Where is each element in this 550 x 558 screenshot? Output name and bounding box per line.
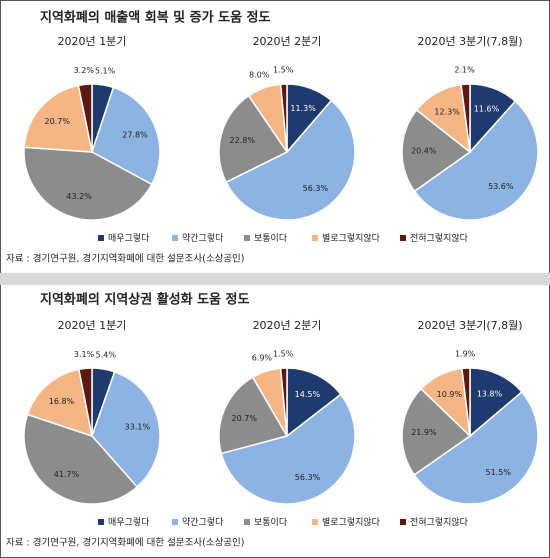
data-label: 5.1% <box>95 67 116 76</box>
pie-slice <box>218 376 289 455</box>
chart-title: 2020년 1분기 <box>58 35 127 48</box>
legend-label: 약간그렇다 <box>182 232 224 244</box>
chart-title: 2020년 2분기 <box>253 35 322 48</box>
pie-slice <box>469 367 523 438</box>
data-label: 22.8% <box>230 136 256 145</box>
pie-slice <box>77 367 93 437</box>
legend-label: 보통이다 <box>254 233 288 244</box>
data-label: 20.4% <box>411 146 437 155</box>
legend-label: 별로그렇지않다 <box>322 233 381 244</box>
pie-slice <box>91 370 161 488</box>
pie-slice <box>23 146 153 221</box>
legend-swatch <box>98 519 104 525</box>
legend-swatch <box>312 235 318 241</box>
pie-slice <box>461 367 471 437</box>
pie-slice <box>225 99 356 221</box>
pie-slice <box>279 367 288 437</box>
chart-title: 2020년 3분기(7,8월) <box>417 319 522 332</box>
legend-label: 전혀그렇지않다 <box>410 233 469 244</box>
panel-title: 지역화폐의 매출액 회복 및 증가 도움 정도 <box>40 10 271 26</box>
pie-slice <box>220 393 356 505</box>
pie-slice <box>413 100 539 221</box>
data-label: 43.2% <box>66 192 92 201</box>
pie-slice <box>91 86 161 186</box>
chart-title: 2020년 3분기(7,8월) <box>417 35 522 48</box>
pie-slice <box>218 94 289 184</box>
legend-label: 별로그렇지않다 <box>322 517 381 528</box>
legend-swatch <box>172 235 178 241</box>
data-label: 3.2% <box>74 66 95 75</box>
data-label: 20.7% <box>45 117 71 126</box>
pie-slice <box>460 83 471 153</box>
data-label: 13.8% <box>477 390 503 399</box>
data-label: 51.5% <box>486 468 512 477</box>
source-note: 자료 : 경기연구원, 경기지역화폐에 대한 설문조사(소상공인) <box>6 537 245 549</box>
panel-separator <box>0 273 550 285</box>
pie-slice <box>23 413 139 505</box>
data-label: 14.5% <box>295 390 321 399</box>
panel-title: 지역화폐의 지역상권 활성화 도움 정도 <box>40 292 250 308</box>
legend-label: 약간그렇다 <box>182 516 224 528</box>
pie-slice <box>279 83 288 153</box>
data-label: 33.1% <box>125 423 151 432</box>
pie-slice <box>26 368 93 438</box>
legend-swatch <box>244 519 250 525</box>
data-label: 16.8% <box>49 397 75 406</box>
legend-swatch <box>172 519 178 525</box>
data-label: 3.1% <box>74 350 95 359</box>
data-label: 1.5% <box>273 66 294 75</box>
pie-slice <box>401 387 472 476</box>
source-note: 자료 : 경기연구원, 경기지역화폐에 대한 설문조사(소상공인) <box>6 253 245 265</box>
data-label: 12.3% <box>434 107 460 116</box>
legend-swatch <box>400 235 406 241</box>
legend-swatch <box>244 235 250 241</box>
data-label: 8.0% <box>249 70 270 79</box>
legend-label: 매우그렇다 <box>108 233 150 244</box>
data-label: 11.6% <box>474 104 500 113</box>
pie-slice <box>401 108 472 193</box>
data-label: 41.7% <box>54 470 80 479</box>
data-label: 21.9% <box>411 428 437 437</box>
legend-swatch <box>98 235 104 241</box>
legend-label: 매우그렇다 <box>108 517 150 528</box>
pie-slice <box>23 84 93 153</box>
pie-slice <box>413 390 539 505</box>
data-label: 53.6% <box>488 182 514 191</box>
data-label: 6.9% <box>252 353 273 362</box>
chart-title: 2020년 2분기 <box>253 319 322 332</box>
data-label: 27.8% <box>122 130 148 139</box>
data-label: 11.3% <box>290 104 316 113</box>
legend-swatch <box>312 519 318 525</box>
data-label: 1.9% <box>455 350 476 359</box>
pie-slice <box>77 83 93 153</box>
data-label: 56.3% <box>303 184 329 193</box>
data-label: 1.5% <box>273 350 294 359</box>
data-label: 2.1% <box>454 66 475 75</box>
data-label: 56.3% <box>295 473 321 482</box>
data-label: 10.9% <box>437 390 463 399</box>
data-label: 20.7% <box>232 414 258 423</box>
legend-label: 보통이다 <box>254 517 288 528</box>
chart-title: 2020년 1분기 <box>58 319 127 332</box>
data-label: 5.4% <box>96 351 117 360</box>
legend-swatch <box>400 519 406 525</box>
pie-slice <box>286 367 342 438</box>
legend-label: 전혀그렇지않다 <box>410 517 469 528</box>
